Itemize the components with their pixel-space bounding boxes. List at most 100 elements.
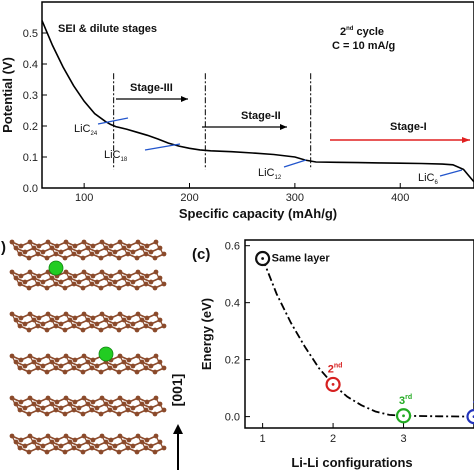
top-ytick-label: 0.1: [23, 152, 38, 164]
carbon-atom: [94, 321, 100, 327]
carbon-atom: [143, 407, 149, 413]
carbon-atom: [26, 255, 32, 261]
carbon-atom: [26, 369, 32, 375]
carbon-atom: [17, 365, 23, 371]
carbon-atom: [80, 449, 86, 455]
carbon-atom: [112, 363, 118, 369]
carbon-atom: [152, 327, 158, 333]
top-ytick-label: 0.0: [23, 183, 38, 195]
carbon-atom: [112, 443, 118, 449]
carbon-atom: [22, 443, 28, 449]
carbon-atom: [62, 255, 68, 261]
carbon-atom: [144, 315, 150, 321]
carbon-atom: [144, 357, 150, 363]
potential-curve: [41, 20, 474, 183]
carbon-atom: [18, 399, 24, 405]
energy-point-center: [331, 383, 335, 386]
carbon-atom: [94, 443, 100, 449]
carbon-atom: [54, 243, 60, 249]
carbon-atom: [72, 243, 78, 249]
energy-ytick-label: 0.2: [225, 355, 240, 367]
carbon-atom: [112, 279, 118, 285]
carbon-atom: [143, 365, 149, 371]
carbon-atom: [22, 321, 28, 327]
energy-xtick-label: 1: [260, 433, 266, 445]
carbon-atom: [126, 399, 132, 405]
carbon-atom: [40, 249, 46, 255]
carbon-atom: [71, 251, 77, 257]
carbon-atom: [89, 445, 95, 451]
carbon-atom: [80, 369, 86, 375]
carbon-atom: [112, 405, 118, 411]
carbon-atom: [22, 363, 28, 369]
carbon-atom: [76, 279, 82, 285]
carbon-atom: [62, 285, 68, 291]
carbon-atom: [22, 279, 28, 285]
carbon-atom: [53, 407, 59, 413]
carbon-atom: [130, 321, 136, 327]
carbon-atom: [58, 405, 64, 411]
carbon-atom: [17, 251, 23, 257]
carbon-atom: [161, 251, 167, 257]
carbon-atom: [152, 411, 158, 417]
carbon-atom: [89, 281, 95, 287]
energy-ytick-label: 0.0: [225, 412, 240, 424]
carbon-atom: [44, 255, 50, 261]
carbon-atom: [98, 327, 104, 333]
carbon-atom: [143, 445, 149, 451]
carbon-atom: [18, 437, 24, 443]
carbon-atom: [89, 251, 95, 257]
stage3-label: Stage-III: [130, 82, 173, 94]
top-ytick-label: 0.5: [23, 28, 38, 40]
carbon-atom: [107, 365, 113, 371]
lic6-arrow: [439, 169, 463, 177]
carbon-atom: [148, 279, 154, 285]
carbon-atom: [18, 315, 24, 321]
energy-xtick-label: 3: [400, 433, 406, 445]
carbon-atom: [148, 249, 154, 255]
carbon-atom: [148, 405, 154, 411]
energy-fit-curve: [261, 258, 474, 418]
carbon-atom: [90, 399, 96, 405]
carbon-atom: [152, 285, 158, 291]
energy-xtick-label: 2: [330, 433, 336, 445]
carbon-atom: [18, 273, 24, 279]
stage3-arrowhead: [181, 96, 188, 102]
carbon-atom: [40, 321, 46, 327]
graphene-layer: [9, 353, 167, 375]
carbon-atom: [108, 399, 114, 405]
cycle-label: 2nd cycle: [340, 26, 384, 38]
carbon-atom: [35, 365, 41, 371]
top-ytick-label: 0.4: [23, 59, 38, 71]
energy-point-label: 2nd: [328, 362, 343, 375]
graphene-layer: [9, 433, 167, 455]
carbon-atom: [144, 243, 150, 249]
carbon-atom: [90, 437, 96, 443]
carbon-atom: [134, 285, 140, 291]
carbon-atom: [89, 407, 95, 413]
carbon-atom: [40, 443, 46, 449]
carbon-atom: [72, 437, 78, 443]
energy-ylabel: Energy (eV): [199, 298, 214, 370]
carbon-atom: [26, 411, 32, 417]
carbon-atom: [90, 315, 96, 321]
carbon-atom: [130, 363, 136, 369]
graphene-layer: [9, 269, 167, 291]
carbon-atom: [143, 281, 149, 287]
panel-c-label: (c): [192, 246, 210, 263]
carbon-atom: [112, 321, 118, 327]
carbon-atom: [94, 279, 100, 285]
carbon-atom: [54, 399, 60, 405]
carbon-atom: [108, 243, 114, 249]
carbon-atom: [22, 249, 28, 255]
carbon-atom: [53, 251, 59, 257]
carbon-atom: [54, 437, 60, 443]
carbon-atom: [98, 369, 104, 375]
carbon-atom: [62, 327, 68, 333]
carbon-atom: [53, 323, 59, 329]
carbon-atom: [94, 363, 100, 369]
carbon-atom: [26, 449, 32, 455]
graphene-layer: [9, 311, 167, 333]
carbon-atom: [89, 365, 95, 371]
carbon-atom: [116, 285, 122, 291]
